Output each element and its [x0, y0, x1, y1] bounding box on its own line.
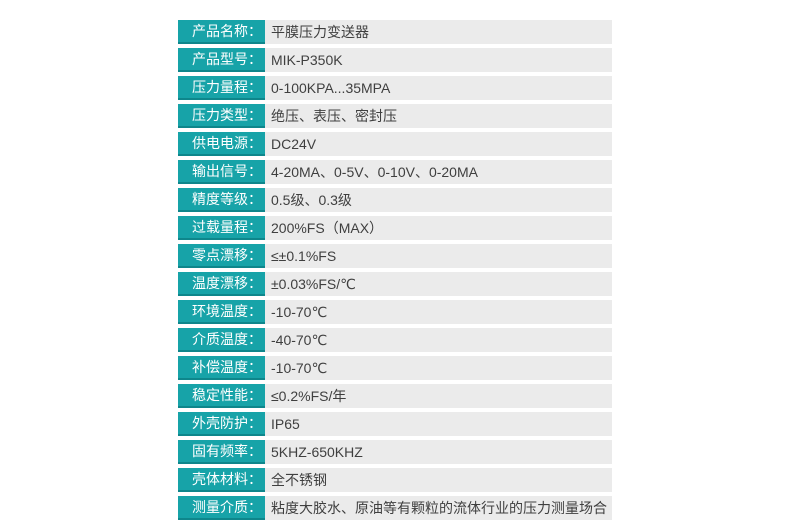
spec-row-product-model: 产品型号： MIK-P350K — [178, 48, 612, 72]
spec-label: 壳体材料： — [178, 468, 265, 492]
spec-label: 供电电源： — [178, 132, 265, 156]
spec-label: 温度漂移： — [178, 272, 265, 296]
spec-label: 产品型号： — [178, 48, 265, 72]
spec-label: 零点漂移： — [178, 244, 265, 268]
spec-label: 压力类型： — [178, 104, 265, 128]
spec-row-accuracy-class: 精度等级： 0.5级、0.3级 — [178, 188, 612, 212]
spec-value: 0.5级、0.3级 — [265, 188, 612, 212]
spec-value: -40-70℃ — [265, 328, 612, 352]
spec-value: 0-100KPA...35MPA — [265, 76, 612, 100]
spec-value: 4-20MA、0-5V、0-10V、0-20MA — [265, 160, 612, 184]
spec-row-medium-temperature: 介质温度： -40-70℃ — [178, 328, 612, 352]
spec-row-temperature-drift: 温度漂移： ±0.03%FS/℃ — [178, 272, 612, 296]
spec-label: 外壳防护： — [178, 412, 265, 436]
spec-row-stability: 稳定性能： ≤0.2%FS/年 — [178, 384, 612, 408]
spec-label: 稳定性能： — [178, 384, 265, 408]
spec-row-pressure-range: 压力量程： 0-100KPA...35MPA — [178, 76, 612, 100]
spec-row-compensation-temperature: 补偿温度： -10-70℃ — [178, 356, 612, 380]
spec-row-shell-material: 壳体材料： 全不锈钢 — [178, 468, 612, 492]
spec-row-natural-frequency: 固有频率： 5KHZ-650KHZ — [178, 440, 612, 464]
spec-label: 精度等级： — [178, 188, 265, 212]
spec-value: 粘度大胶水、原油等有颗粒的流体行业的压力测量场合 — [265, 496, 612, 520]
spec-table: 产品名称： 平膜压力变送器 产品型号： MIK-P350K 压力量程： 0-10… — [178, 20, 612, 524]
spec-label: 测量介质： — [178, 496, 265, 520]
spec-row-power-supply: 供电电源： DC24V — [178, 132, 612, 156]
spec-row-measuring-medium: 测量介质： 粘度大胶水、原油等有颗粒的流体行业的压力测量场合 — [178, 496, 612, 520]
spec-value: ≤0.2%FS/年 — [265, 384, 612, 408]
spec-value: ±0.03%FS/℃ — [265, 272, 612, 296]
spec-value: 绝压、表压、密封压 — [265, 104, 612, 128]
spec-row-overload-range: 过载量程： 200%FS（MAX） — [178, 216, 612, 240]
spec-label: 补偿温度： — [178, 356, 265, 380]
spec-row-enclosure-protection: 外壳防护： IP65 — [178, 412, 612, 436]
spec-label: 环境温度： — [178, 300, 265, 324]
spec-value: 200%FS（MAX） — [265, 216, 612, 240]
spec-value: 平膜压力变送器 — [265, 20, 612, 44]
spec-value: 5KHZ-650KHZ — [265, 440, 612, 464]
spec-label: 产品名称： — [178, 20, 265, 44]
spec-label: 介质温度： — [178, 328, 265, 352]
spec-value: IP65 — [265, 412, 612, 436]
spec-row-pressure-type: 压力类型： 绝压、表压、密封压 — [178, 104, 612, 128]
spec-label: 固有频率： — [178, 440, 265, 464]
spec-value: MIK-P350K — [265, 48, 612, 72]
spec-label: 过载量程： — [178, 216, 265, 240]
spec-row-zero-drift: 零点漂移： ≤±0.1%FS — [178, 244, 612, 268]
spec-label: 输出信号： — [178, 160, 265, 184]
spec-value: ≤±0.1%FS — [265, 244, 612, 268]
spec-row-ambient-temperature: 环境温度： -10-70℃ — [178, 300, 612, 324]
spec-label: 压力量程： — [178, 76, 265, 100]
spec-row-output-signal: 输出信号： 4-20MA、0-5V、0-10V、0-20MA — [178, 160, 612, 184]
spec-value: DC24V — [265, 132, 612, 156]
spec-value: -10-70℃ — [265, 356, 612, 380]
spec-row-product-name: 产品名称： 平膜压力变送器 — [178, 20, 612, 44]
spec-value: -10-70℃ — [265, 300, 612, 324]
spec-value: 全不锈钢 — [265, 468, 612, 492]
